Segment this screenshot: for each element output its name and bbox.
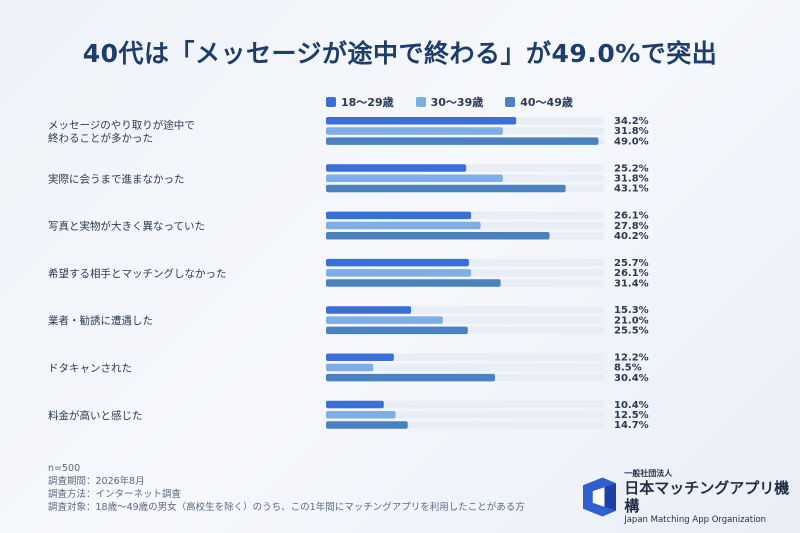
value-label: 31.8% bbox=[614, 174, 649, 185]
bar-series-2 bbox=[326, 269, 472, 277]
legend-label-series-2: 30〜39歳 bbox=[430, 96, 484, 109]
legend-swatch-series-2 bbox=[415, 97, 426, 107]
survey-notes: n=500 調査期間：2026年8月 調査方法：インターネット調査 調査対象：1… bbox=[48, 462, 525, 514]
bar-track bbox=[326, 353, 604, 361]
category-label: 実際に会うまで進まなかった bbox=[48, 172, 185, 185]
value-label: 26.1% bbox=[614, 268, 649, 279]
bar-series-3 bbox=[326, 232, 550, 240]
bar-series-3 bbox=[326, 373, 496, 382]
logo-small-text: 一般社団法人 bbox=[624, 469, 673, 478]
value-label: 49.0% bbox=[614, 136, 649, 147]
legend-swatch-series-3 bbox=[505, 97, 516, 107]
bar-series-3 bbox=[326, 421, 408, 429]
bar-series-3 bbox=[326, 326, 468, 335]
bar-series-1 bbox=[326, 353, 394, 361]
value-label: 10.4% bbox=[614, 400, 649, 411]
bar-series-2 bbox=[326, 127, 503, 135]
value-label: 21.0% bbox=[614, 315, 649, 326]
value-label: 25.2% bbox=[614, 163, 649, 174]
chart-title: 40代は「メッセージが途中で終わる」が49.0%で突出 bbox=[82, 39, 718, 68]
legend-item-series-1: 18〜29歳 bbox=[326, 94, 394, 110]
category-label: ドタキャンされた bbox=[48, 362, 132, 374]
bar-track bbox=[326, 400, 604, 409]
logo-english-text: Japan Matching App Organization bbox=[624, 515, 767, 525]
value-label: 25.7% bbox=[614, 258, 649, 269]
category-label: 写真と実物が大きく異なっていた bbox=[48, 220, 205, 233]
bar-series-1 bbox=[326, 306, 412, 314]
value-label: 30.4% bbox=[614, 373, 649, 384]
sample-size: n=500 bbox=[48, 463, 81, 474]
value-label: 14.7% bbox=[614, 420, 649, 431]
survey-period: 調査期間：2026年8月 bbox=[48, 476, 145, 487]
bar-series-1 bbox=[326, 211, 472, 220]
legend-swatch-series-1 bbox=[326, 97, 336, 107]
value-label: 40.2% bbox=[614, 231, 649, 242]
survey-method: 調査方法：インターネット調査 bbox=[48, 489, 182, 500]
value-label: 26.1% bbox=[614, 211, 649, 222]
value-label: 12.2% bbox=[614, 353, 649, 364]
legend-label-series-3: 40〜49歳 bbox=[520, 96, 573, 109]
bar-series-2 bbox=[326, 363, 374, 372]
value-label: 27.8% bbox=[614, 221, 649, 232]
legend-item-series-2: 30〜39歳 bbox=[415, 94, 484, 110]
category-label: メッセージのやり取りが途中で bbox=[48, 118, 195, 131]
category-label: 希望する相手とマッチングしなかった bbox=[48, 267, 227, 280]
legend: 18〜29歳 30〜39歳 40〜49歳 bbox=[326, 94, 573, 110]
value-label: 43.1% bbox=[614, 184, 649, 195]
category-label: 料金が高いと感じた bbox=[48, 409, 143, 422]
bar-series-1 bbox=[326, 117, 517, 125]
category-label: 終わることが多かった bbox=[48, 131, 153, 144]
logo-main-text: 日本マッチングアプリ機構 bbox=[624, 479, 790, 515]
bar-series-3 bbox=[326, 279, 501, 287]
legend-label-series-1: 18〜29歳 bbox=[341, 96, 394, 109]
bar-track bbox=[326, 363, 604, 372]
legend-item-series-3: 40〜49歳 bbox=[505, 94, 573, 110]
value-label: 31.4% bbox=[614, 278, 649, 289]
bar-series-2 bbox=[326, 316, 443, 324]
bar-series-2 bbox=[326, 174, 503, 182]
bar-series-1 bbox=[326, 400, 384, 409]
value-label: 34.2% bbox=[614, 116, 649, 127]
value-label: 25.5% bbox=[614, 326, 649, 337]
value-label: 31.8% bbox=[614, 126, 649, 137]
category-label: 業者・勧誘に遭遇した bbox=[48, 314, 153, 327]
organization-logo: 一般社団法人 日本マッチングアプリ機構 Japan Matching App O… bbox=[583, 468, 800, 525]
value-label: 8.5% bbox=[614, 363, 642, 374]
bar-series-1 bbox=[326, 164, 467, 172]
bar-series-3 bbox=[326, 184, 566, 193]
value-label: 12.5% bbox=[614, 410, 649, 421]
bar-series-1 bbox=[326, 258, 469, 267]
logo-mark-icon bbox=[583, 476, 617, 517]
bar-series-2 bbox=[326, 221, 481, 230]
bar-track bbox=[326, 411, 604, 419]
bar-series-2 bbox=[326, 411, 396, 419]
survey-target: 調査対象：18歳〜49歳の男女（高校生を除く）のうち、この1年間にマッチングアプ… bbox=[48, 502, 525, 513]
bar-series-3 bbox=[326, 137, 599, 145]
value-label: 15.3% bbox=[614, 305, 649, 316]
